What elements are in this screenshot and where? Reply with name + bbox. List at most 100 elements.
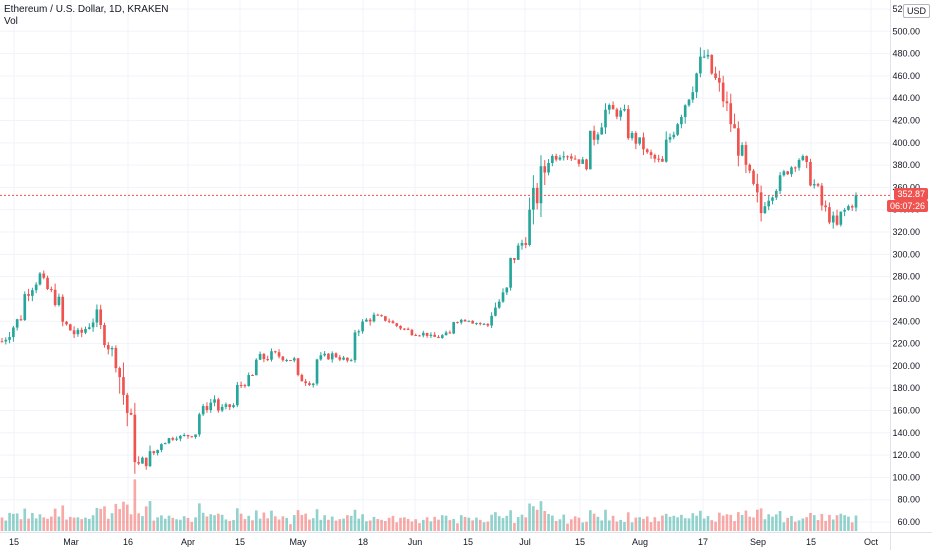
- volume-bar: [429, 521, 433, 531]
- currency-badge[interactable]: USD: [903, 4, 931, 18]
- volume-bar: [805, 517, 808, 531]
- candle-body: [528, 209, 531, 245]
- time-tick-label: 15: [575, 537, 585, 547]
- volume-bar: [277, 519, 281, 531]
- candle-body: [456, 322, 459, 324]
- candle-body: [228, 404, 232, 408]
- volume-bar: [763, 519, 767, 531]
- volume-bar: [463, 516, 467, 531]
- candle-body: [357, 331, 361, 333]
- volume-bar: [710, 520, 714, 531]
- candle-body: [15, 319, 19, 328]
- volume-bar: [84, 517, 87, 531]
- volume-bar: [771, 516, 774, 531]
- volume-bar: [535, 509, 539, 531]
- candle-body: [592, 130, 596, 140]
- volume-bar: [129, 514, 133, 531]
- candle-body: [129, 412, 133, 415]
- candle-body: [239, 384, 243, 386]
- candle-body: [91, 322, 95, 328]
- volume-bar: [391, 515, 395, 531]
- candle-body: [585, 159, 588, 170]
- candle-body: [619, 110, 623, 117]
- volume-bar: [752, 517, 755, 531]
- volume-bar: [691, 513, 695, 531]
- volume-bar: [72, 517, 76, 531]
- candle-body: [361, 321, 364, 332]
- volume-bar: [372, 516, 376, 531]
- volume-bar: [797, 520, 801, 531]
- candle-body: [831, 215, 835, 223]
- volume-bar: [695, 515, 698, 531]
- volume-bar: [31, 512, 34, 531]
- volume-bar: [611, 515, 615, 531]
- volume-bar: [194, 517, 197, 531]
- candle-body: [414, 335, 418, 337]
- volume-bar: [292, 515, 296, 531]
- price-tick-label: 260.00: [892, 294, 920, 304]
- candle-body: [247, 375, 251, 387]
- volume-bar: [34, 518, 38, 531]
- volume-bar: [349, 515, 353, 531]
- candle-body: [718, 78, 721, 83]
- candle-body: [755, 183, 759, 193]
- volume-bar: [528, 503, 531, 531]
- price-axis[interactable]: 60.00 80.00 100.00 120.00 140.00 160.00 180.00…: [892, 4, 920, 527]
- volume-bar: [133, 479, 137, 531]
- candle-body: [266, 359, 270, 361]
- candle-body: [80, 329, 84, 333]
- volume-bar: [406, 518, 410, 531]
- time-tick-label: 17: [698, 537, 708, 547]
- price-tick-label: 360.00: [892, 182, 920, 192]
- candle-body: [61, 296, 65, 322]
- candle-body: [19, 319, 23, 321]
- volume-bar: [266, 518, 270, 531]
- candle-body: [4, 339, 8, 342]
- candle-body: [562, 156, 566, 158]
- volume-bar: [103, 506, 106, 531]
- candle-body: [600, 127, 604, 135]
- volume-legend[interactable]: Vol: [4, 16, 18, 27]
- volume-bar: [311, 518, 315, 531]
- price-tick-label: 80.00: [897, 495, 920, 505]
- candle-body: [387, 320, 391, 322]
- volume-bar: [672, 515, 676, 531]
- price-tick-label: 440.00: [892, 93, 920, 103]
- candle-body: [190, 436, 194, 438]
- candle-body: [46, 277, 49, 289]
- volume-bar: [319, 519, 323, 531]
- volume-bar: [680, 514, 683, 531]
- candle-body: [570, 156, 573, 159]
- candle-body: [505, 287, 509, 293]
- volume-bar: [573, 516, 577, 531]
- candle-body: [740, 145, 744, 156]
- volume-bar: [376, 519, 380, 531]
- volume-bar: [748, 516, 752, 531]
- candle-body: [148, 451, 152, 467]
- last-price-badge: 352.87: [894, 188, 928, 201]
- volume-bar: [554, 520, 558, 531]
- volume-bar: [433, 516, 437, 531]
- price-tick-label: 500.00: [892, 26, 920, 36]
- symbol-legend[interactable]: Ethereum / U.S. Dollar, 1D, KRAKEN: [4, 4, 169, 15]
- volume-bar: [410, 521, 414, 531]
- volume-bar: [19, 519, 23, 531]
- volume-bar: [114, 503, 118, 531]
- time-axis[interactable]: 15 Mar 16 Apr 15 May 18 Jun 15 Jul 15 Aug 17 Sep 15 Oct: [9, 537, 879, 547]
- candle-body: [87, 327, 91, 329]
- volume-bar: [687, 518, 691, 531]
- volume-bar: [547, 513, 550, 531]
- candle-body: [596, 134, 600, 140]
- volume-bar: [209, 514, 213, 531]
- volume-bar: [365, 521, 368, 531]
- candle-body: [547, 163, 550, 173]
- candle-body: [805, 156, 808, 162]
- candle-body: [403, 328, 406, 330]
- volume-bar: [520, 514, 524, 531]
- volume-bar: [137, 513, 140, 531]
- candle-body: [254, 359, 258, 376]
- candle-body: [778, 175, 782, 191]
- candle-body: [23, 294, 27, 320]
- volume-bar: [304, 513, 307, 531]
